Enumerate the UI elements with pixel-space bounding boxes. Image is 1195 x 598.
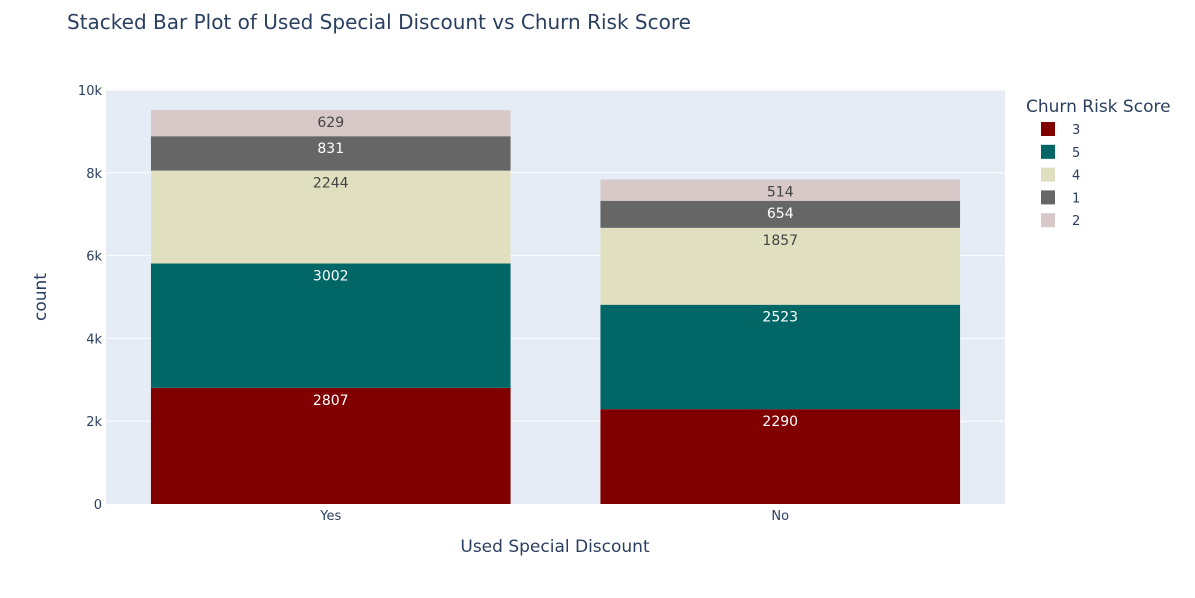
y-tick-label: 0 [94, 498, 102, 513]
x-tick-label: Yes [319, 509, 341, 524]
y-tick-label: 4k [86, 332, 102, 347]
legend-label: 2 [1072, 214, 1080, 229]
bar-segment[interactable] [150, 170, 511, 264]
legend-title: Churn Risk Score [1026, 97, 1171, 117]
y-tick-label: 10k [78, 84, 103, 99]
legend-item[interactable]: 3 [1041, 122, 1080, 138]
legend-label: 1 [1072, 191, 1080, 206]
legend-item[interactable]: 2 [1041, 213, 1080, 229]
bar-value-label: 1857 [762, 233, 798, 249]
legend-item[interactable]: 1 [1041, 190, 1080, 206]
legend-item[interactable]: 4 [1041, 167, 1080, 184]
x-tick-label: No [771, 509, 789, 524]
y-tick-label: 6k [86, 250, 102, 265]
legend-swatch [1041, 213, 1055, 228]
legend[interactable]: Churn Risk Score 3 5 4 1 2 [1026, 97, 1171, 229]
x-axis-ticks: Yes No [319, 509, 789, 524]
bar-segment[interactable] [150, 136, 511, 171]
bar-value-label: 2244 [313, 176, 349, 192]
bar-segment[interactable] [600, 304, 961, 410]
bar-value-label: 514 [767, 185, 794, 201]
x-axis-title: Used Special Discount [460, 537, 650, 557]
legend-swatch [1041, 190, 1055, 205]
bar-segment[interactable] [150, 110, 511, 137]
bar-value-label: 2523 [762, 310, 798, 326]
y-axis-title: count [31, 273, 51, 321]
y-tick-label: 2k [86, 415, 102, 430]
legend-label: 3 [1072, 123, 1080, 138]
bar-value-label: 629 [317, 115, 344, 131]
legend-item[interactable]: 5 [1041, 144, 1080, 161]
legend-label: 5 [1072, 146, 1080, 161]
y-tick-label: 8k [86, 167, 102, 182]
bar-segment[interactable] [600, 227, 961, 305]
bar-segment[interactable] [150, 263, 511, 388]
bar-segment[interactable] [600, 200, 961, 228]
y-axis-ticks: 0 2k 4k 6k 8k 10k [78, 84, 103, 513]
bar-segment[interactable] [600, 409, 961, 504]
legend-swatch [1041, 122, 1055, 136]
bar-value-label: 3002 [313, 269, 349, 285]
bar-segment[interactable] [150, 387, 511, 504]
bars: 2807 3002 2244 831 629 2290 2523 1857 654 514 [150, 110, 961, 504]
bar-segment[interactable] [600, 179, 961, 201]
bar-value-label: 831 [317, 141, 344, 157]
bar-value-label: 2807 [313, 393, 349, 409]
legend-label: 4 [1072, 169, 1080, 184]
bar-value-label: 654 [767, 206, 794, 222]
bar-value-label: 2290 [762, 414, 798, 430]
legend-swatch [1041, 167, 1055, 182]
legend-swatch [1041, 144, 1055, 159]
chart-title: Stacked Bar Plot of Used Special Discoun… [67, 10, 691, 34]
